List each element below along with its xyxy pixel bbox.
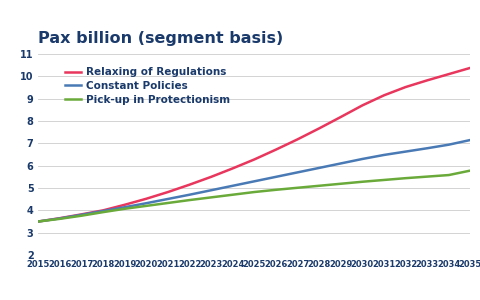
Relaxing of Regulations [100, 208, 106, 212]
Pick-up in Protectionism [316, 184, 322, 188]
Relaxing of Regulations [57, 216, 63, 220]
Pick-up in Protectionism [79, 214, 84, 217]
Relaxing of Regulations [165, 190, 171, 194]
Pick-up in Protectionism [122, 207, 128, 211]
Relaxing of Regulations [144, 197, 149, 200]
Constant Policies [208, 188, 214, 192]
Relaxing of Regulations [252, 158, 257, 161]
Constant Policies [316, 166, 322, 170]
Pick-up in Protectionism [165, 201, 171, 205]
Relaxing of Regulations [36, 220, 41, 223]
Constant Policies [446, 143, 452, 146]
Relaxing of Regulations [446, 72, 452, 76]
Pick-up in Protectionism [252, 190, 257, 194]
Line: Constant Policies: Constant Policies [38, 140, 470, 221]
Constant Policies [187, 193, 192, 196]
Pick-up in Protectionism [36, 220, 41, 223]
Relaxing of Regulations [381, 94, 387, 97]
Text: Pax billion (segment basis): Pax billion (segment basis) [38, 31, 284, 46]
Pick-up in Protectionism [403, 176, 408, 180]
Relaxing of Regulations [187, 183, 192, 186]
Constant Policies [295, 171, 300, 174]
Pick-up in Protectionism [208, 196, 214, 199]
Pick-up in Protectionism [446, 173, 452, 177]
Relaxing of Regulations [230, 167, 236, 170]
Constant Policies [144, 201, 149, 205]
Pick-up in Protectionism [144, 204, 149, 208]
Constant Policies [122, 206, 128, 209]
Relaxing of Regulations [338, 115, 344, 119]
Pick-up in Protectionism [424, 175, 430, 178]
Relaxing of Regulations [360, 103, 365, 107]
Pick-up in Protectionism [381, 178, 387, 182]
Constant Policies [165, 197, 171, 201]
Pick-up in Protectionism [295, 186, 300, 190]
Pick-up in Protectionism [468, 169, 473, 172]
Constant Policies [468, 138, 473, 142]
Relaxing of Regulations [468, 66, 473, 70]
Constant Policies [230, 184, 236, 188]
Pick-up in Protectionism [187, 198, 192, 202]
Relaxing of Regulations [122, 203, 128, 206]
Constant Policies [79, 213, 84, 217]
Constant Policies [360, 157, 365, 161]
Pick-up in Protectionism [100, 210, 106, 214]
Relaxing of Regulations [316, 127, 322, 130]
Constant Policies [100, 209, 106, 213]
Line: Relaxing of Regulations: Relaxing of Regulations [38, 68, 470, 221]
Relaxing of Regulations [295, 137, 300, 141]
Constant Policies [403, 150, 408, 153]
Relaxing of Regulations [79, 213, 84, 216]
Relaxing of Regulations [208, 175, 214, 178]
Pick-up in Protectionism [230, 193, 236, 196]
Constant Policies [424, 146, 430, 150]
Pick-up in Protectionism [273, 188, 279, 192]
Pick-up in Protectionism [57, 217, 63, 220]
Relaxing of Regulations [403, 85, 408, 89]
Constant Policies [252, 179, 257, 183]
Pick-up in Protectionism [338, 182, 344, 186]
Legend: Relaxing of Regulations, Constant Policies, Pick-up in Protectionism: Relaxing of Regulations, Constant Polici… [65, 67, 230, 104]
Constant Policies [57, 217, 63, 220]
Constant Policies [381, 153, 387, 157]
Constant Policies [36, 220, 41, 223]
Line: Pick-up in Protectionism: Pick-up in Protectionism [38, 171, 470, 221]
Relaxing of Regulations [273, 148, 279, 152]
Constant Policies [338, 162, 344, 165]
Pick-up in Protectionism [360, 180, 365, 184]
Relaxing of Regulations [424, 79, 430, 82]
Constant Policies [273, 175, 279, 178]
